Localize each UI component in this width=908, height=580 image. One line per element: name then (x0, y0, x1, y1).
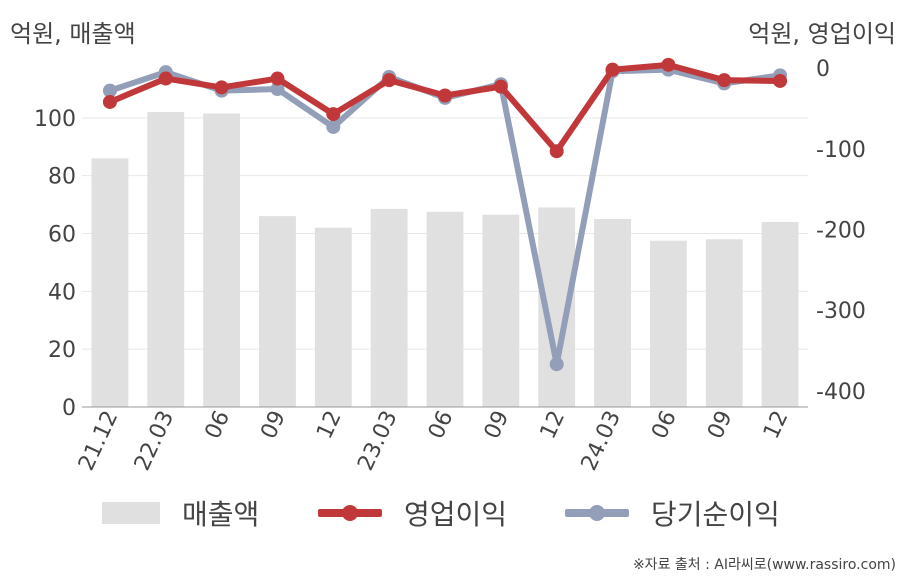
sales-bar (482, 214, 520, 407)
x-tick-label: 22.03 (130, 407, 179, 475)
legend-item-net: 당기순이익 (565, 488, 780, 538)
x-tick-label: 24.03 (577, 407, 626, 475)
x-tick-label: 06 (201, 407, 235, 443)
operating-income-point (102, 94, 117, 109)
x-tick-label: 23.03 (353, 407, 402, 475)
x-tick-label: 09 (256, 407, 290, 443)
x-tick-label: 06 (424, 407, 458, 443)
operating-income-point (493, 79, 508, 94)
sales-bars (91, 112, 799, 408)
legend: 매출액 영업이익 당기순이익 (0, 488, 908, 538)
left-axis-unit: 억원, 매출액 (10, 20, 136, 48)
y-left-tick-label: 60 (48, 223, 76, 248)
sales-bar (649, 240, 687, 407)
y-left-tick-label: 0 (62, 396, 76, 421)
operating-income-point (717, 73, 732, 88)
x-tick-label: 12 (759, 407, 793, 443)
chart-area: 0 20 40 60 80 100 0 -100 -200 -300 -400 21.12 22.03 0… (34, 57, 866, 475)
y-right-tick-label: -100 (816, 138, 866, 163)
operating-income-point (270, 71, 285, 86)
legend-item-operating: 영업이익 (318, 488, 507, 538)
x-tick-label: 21.12 (74, 407, 123, 475)
net-income-point (549, 357, 564, 372)
y-left-tick-label: 80 (48, 165, 76, 190)
y-right-tick-label: -400 (816, 380, 866, 405)
operating-income-point (773, 73, 788, 88)
sales-bar (203, 113, 241, 407)
sales-bar (314, 227, 352, 407)
x-tick-label: 06 (647, 407, 681, 443)
legend-label-operating: 영업이익 (404, 498, 508, 531)
legend-label-sales: 매출액 (182, 498, 260, 531)
sales-bar (426, 211, 464, 407)
x-tick-label: 09 (480, 407, 514, 443)
y-right-tick-label: -300 (816, 299, 866, 324)
legend-item-sales: 매출액 (102, 488, 259, 538)
x-tick-label: 09 (703, 407, 737, 443)
operating-income-point (661, 57, 676, 72)
x-tick-label: 12 (312, 407, 346, 443)
operating-income-point (605, 62, 620, 77)
operating-income-point (438, 88, 452, 103)
x-tick-label: 12 (536, 407, 570, 443)
y-right-tick-label: 0 (816, 57, 830, 82)
sales-bar (705, 239, 743, 407)
net-income-point (102, 83, 117, 98)
sales-bar (259, 216, 296, 407)
y-left-tick-label: 40 (48, 280, 76, 305)
y-right-tick-label: -200 (816, 218, 866, 243)
operating-income-point (158, 71, 173, 86)
legend-label-net: 당기순이익 (651, 498, 780, 531)
operating-income-point (214, 80, 229, 95)
operating-income-point (326, 107, 341, 122)
right-axis-unit: 억원, 영업이익 (748, 20, 896, 48)
profit-lines (102, 57, 788, 372)
sales-bar (370, 208, 408, 407)
legend-swatch-operating (318, 502, 382, 524)
sales-bar (761, 221, 799, 407)
y-left-tick-label: 20 (48, 338, 76, 363)
sales-bar (147, 112, 185, 408)
operating-income-point (549, 144, 564, 159)
y-left-tick-label: 100 (34, 107, 76, 132)
legend-swatch-net (565, 502, 629, 524)
net-income-point (270, 82, 285, 97)
legend-swatch-sales (102, 502, 160, 524)
source-note: ※자료 출처 : AI라씨로(www.rassiro.com) (632, 557, 896, 573)
sales-bar (91, 158, 129, 407)
sales-bar (594, 219, 631, 407)
net-income-point (326, 119, 341, 134)
operating-income-point (382, 73, 397, 88)
